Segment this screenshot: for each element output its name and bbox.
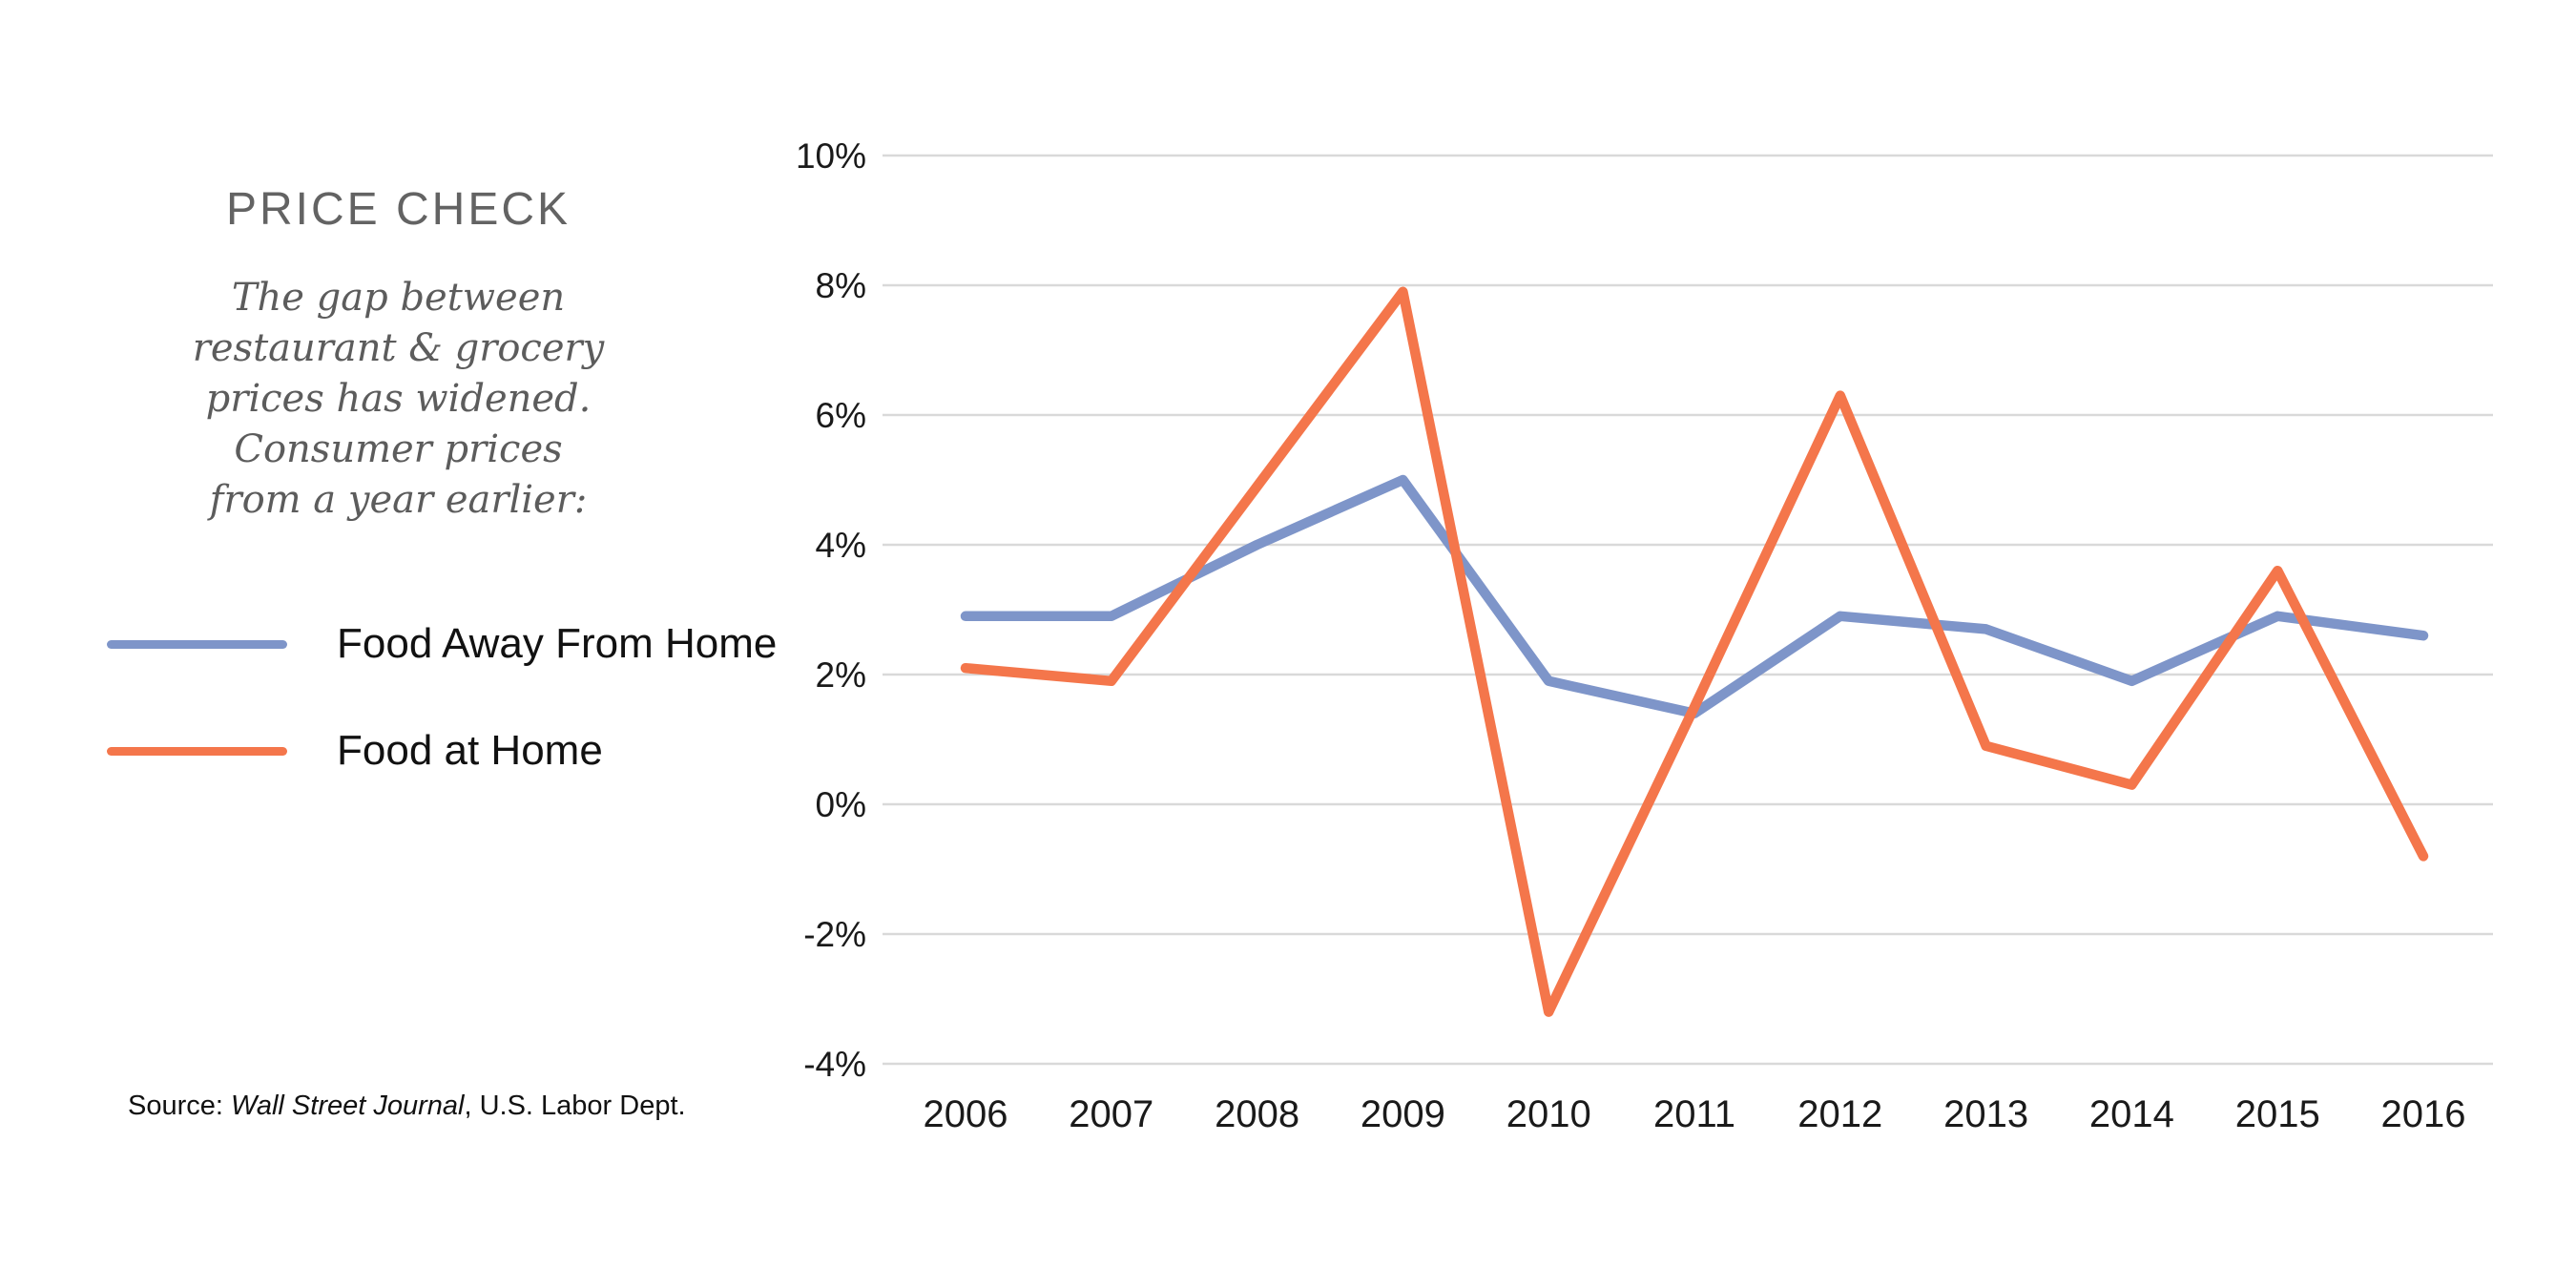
legend: Food Away From Home Food at Home (107, 620, 778, 836)
y-axis-tick-label: 4% (816, 526, 866, 565)
x-axis-tick-label-2008: 2008 (1215, 1093, 1299, 1135)
x-axis-tick-label-2009: 2009 (1361, 1093, 1445, 1135)
y-axis-tick-label: -4% (803, 1045, 866, 1084)
x-axis-tick-label-2010: 2010 (1506, 1093, 1591, 1135)
y-axis-tick-label: 10% (796, 136, 866, 176)
x-axis-tick-label-2007: 2007 (1069, 1093, 1153, 1135)
x-axis-tick-label-2016: 2016 (2381, 1093, 2466, 1135)
y-axis-tick-label: 2% (816, 655, 866, 695)
subtitle-line: prices has widened. (205, 377, 592, 421)
legend-swatch-orange-line (107, 746, 287, 756)
legend-swatch-blue-line (107, 639, 287, 649)
x-axis-tick-label-2006: 2006 (924, 1093, 1008, 1135)
subtitle-line: restaurant & grocery (192, 326, 605, 370)
subtitle-line: from a year earlier: (209, 478, 588, 522)
series-line-food-at-home (960, 286, 2429, 1017)
legend-item-food-at-home: Food at Home (107, 727, 777, 774)
chart-subtitle: The gap between restaurant & grocery pri… (57, 273, 739, 526)
legend-label: Food Away From Home (337, 620, 778, 667)
x-axis-tick-label-2015: 2015 (2235, 1093, 2320, 1135)
source-publication: Wall Street Journal (231, 1091, 465, 1121)
source-suffix: , U.S. Labor Dept. (464, 1091, 686, 1121)
x-axis-tick-label-2013: 2013 (1943, 1093, 2028, 1135)
subtitle-line: The gap between (231, 276, 566, 320)
y-axis-tick-label: -2% (803, 915, 866, 954)
legend-item-food-away-from-home: Food Away From Home (107, 620, 778, 667)
source-note: Source: Wall Street Journal, U.S. Labor … (128, 1091, 686, 1122)
legend-label: Food at Home (337, 727, 603, 774)
y-axis-tick-label: 0% (816, 785, 866, 824)
source-prefix: Source: (128, 1091, 231, 1121)
page-title: PRICE CHECK (225, 184, 571, 235)
x-axis-tick-label-2011: 2011 (1653, 1093, 1735, 1135)
subtitle-line: Consumer prices (234, 427, 563, 471)
x-axis-tick-label-2012: 2012 (1797, 1093, 1882, 1135)
left-panel: PRICE CHECK The gap between restaurant &… (57, 0, 777, 1288)
x-axis-tick-label-2014: 2014 (2089, 1093, 2174, 1135)
y-axis-tick-label: 6% (816, 396, 866, 435)
y-axis-tick-label: 8% (816, 266, 866, 305)
